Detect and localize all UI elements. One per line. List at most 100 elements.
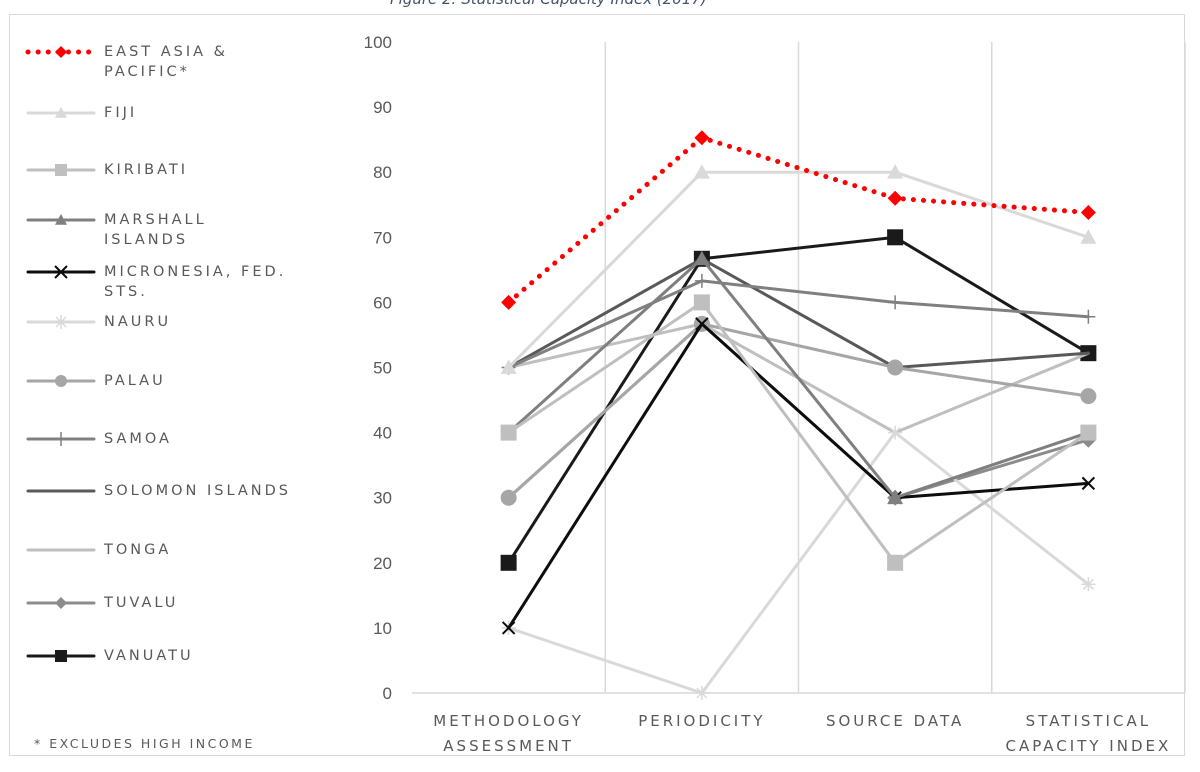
legend-swatch xyxy=(26,650,96,662)
legend-marker xyxy=(55,107,67,118)
data-point xyxy=(887,359,904,376)
legend-marker xyxy=(55,46,67,58)
y-tick-label: 80 xyxy=(373,163,392,182)
legend-marker xyxy=(55,214,67,225)
data-point xyxy=(1081,577,1096,592)
legend-item: EAST ASIA & PACIFIC* xyxy=(22,42,342,82)
data-point xyxy=(695,317,709,331)
legend-item: SAMOA xyxy=(22,429,342,469)
legend-label: FIJI xyxy=(104,105,138,121)
series-line xyxy=(507,257,1090,369)
legend-label: TONGA xyxy=(104,542,172,558)
data-point xyxy=(693,164,710,179)
y-tick-label: 70 xyxy=(373,228,392,247)
legend-item: TONGA xyxy=(22,540,342,580)
series-line xyxy=(507,322,1090,630)
data-point xyxy=(693,250,710,266)
legend-item: FIJI xyxy=(22,103,342,143)
data-point xyxy=(500,554,517,571)
legend-swatch xyxy=(26,432,96,446)
legend-label: PALAU xyxy=(104,373,166,389)
data-point xyxy=(694,130,710,146)
series-5 xyxy=(501,425,1096,700)
legend-swatch xyxy=(26,164,96,176)
data-point xyxy=(888,425,903,440)
data-point xyxy=(887,554,904,571)
data-point xyxy=(887,190,903,206)
series-8 xyxy=(507,257,1090,369)
y-tick-label: 40 xyxy=(373,424,392,443)
y-tick-label: 20 xyxy=(373,554,392,573)
data-point xyxy=(888,295,903,310)
data-point xyxy=(500,424,517,441)
legend-marker xyxy=(54,432,68,446)
legend-item: MICRONESIA, FED. STS. xyxy=(22,262,342,302)
legend-item: MARSHALL ISLANDS xyxy=(22,210,342,250)
data-point xyxy=(501,621,516,635)
legend-label: TUVALU xyxy=(104,595,179,611)
footnote: * EXCLUDES HIGH INCOME xyxy=(34,736,255,751)
legend-label: MARSHALL ISLANDS xyxy=(104,212,207,248)
legend-label: SOLOMON ISLANDS xyxy=(104,483,291,499)
data-point xyxy=(1081,476,1096,491)
series-layer xyxy=(500,130,1097,700)
data-point xyxy=(1080,388,1097,405)
data-point xyxy=(1080,424,1097,441)
data-point xyxy=(694,273,709,288)
legend-swatch xyxy=(26,375,96,387)
legend-marker xyxy=(55,597,67,609)
legend-marker xyxy=(55,650,67,662)
legend-swatch xyxy=(26,315,96,329)
data-point xyxy=(1080,205,1096,221)
y-tick-label: 50 xyxy=(373,359,392,378)
data-point xyxy=(887,229,904,246)
x-tick-label: SOURCE DATA xyxy=(826,712,964,730)
x-tick-label: PERIODICITY xyxy=(638,712,765,730)
legend-item: NAURU xyxy=(22,312,342,352)
y-tick-label: 0 xyxy=(383,684,392,703)
series-line xyxy=(507,257,1090,500)
chart-title: Figure 2: Statistical Capacity Index (20… xyxy=(0,0,1200,14)
series-line xyxy=(507,322,1090,500)
y-tick-label: 60 xyxy=(373,293,392,312)
series-line xyxy=(506,135,1091,305)
x-tick-label: METHODOLOGY ASSESSMENT xyxy=(433,712,584,755)
legend-marker xyxy=(54,265,68,279)
legend: EAST ASIA & PACIFIC* FIJI KIRIBATI MARSHALL… xyxy=(0,0,340,772)
legend-item: VANUATU xyxy=(22,646,342,686)
axes: 0 10 20 30 40 50 60 70 80 90 100 METHODOLOGY ASSESSM… xyxy=(364,33,1185,755)
legend-swatch xyxy=(26,597,96,609)
data-point xyxy=(693,294,710,311)
legend-label: NAURU xyxy=(104,314,172,330)
series-line xyxy=(507,279,1090,369)
data-point xyxy=(501,294,517,310)
series-2 xyxy=(500,294,1097,571)
data-point xyxy=(887,489,904,505)
legend-swatch xyxy=(26,214,96,225)
y-tick-label: 30 xyxy=(373,489,392,508)
data-point xyxy=(500,489,517,506)
legend-swatch xyxy=(26,548,96,552)
legend-item: KIRIBATI xyxy=(22,160,342,200)
chart-title-text: Figure 2: Statistical Capacity Index (20… xyxy=(390,0,707,8)
data-point xyxy=(694,686,709,700)
y-tick-label: 100 xyxy=(364,33,392,52)
legend-label: KIRIBATI xyxy=(104,162,189,178)
data-point xyxy=(500,359,517,374)
data-point xyxy=(1080,229,1097,244)
data-point xyxy=(887,164,904,179)
legend-marker xyxy=(55,375,67,387)
series-0 xyxy=(501,130,1096,310)
legend-label: EAST ASIA & PACIFIC* xyxy=(104,44,228,80)
series-line xyxy=(507,431,1090,695)
legend-item: SOLOMON ISLANDS xyxy=(22,481,342,521)
legend-swatch xyxy=(26,489,96,493)
legend-label: VANUATU xyxy=(104,648,194,664)
legend-marker xyxy=(55,164,67,176)
legend-swatch xyxy=(26,107,96,118)
legend-marker xyxy=(54,315,68,329)
legend-label: MICRONESIA, FED. STS. xyxy=(104,264,287,300)
legend-swatch xyxy=(25,46,97,58)
x-tick-label: STATISTICAL CAPACITY INDEX xyxy=(1005,712,1171,755)
